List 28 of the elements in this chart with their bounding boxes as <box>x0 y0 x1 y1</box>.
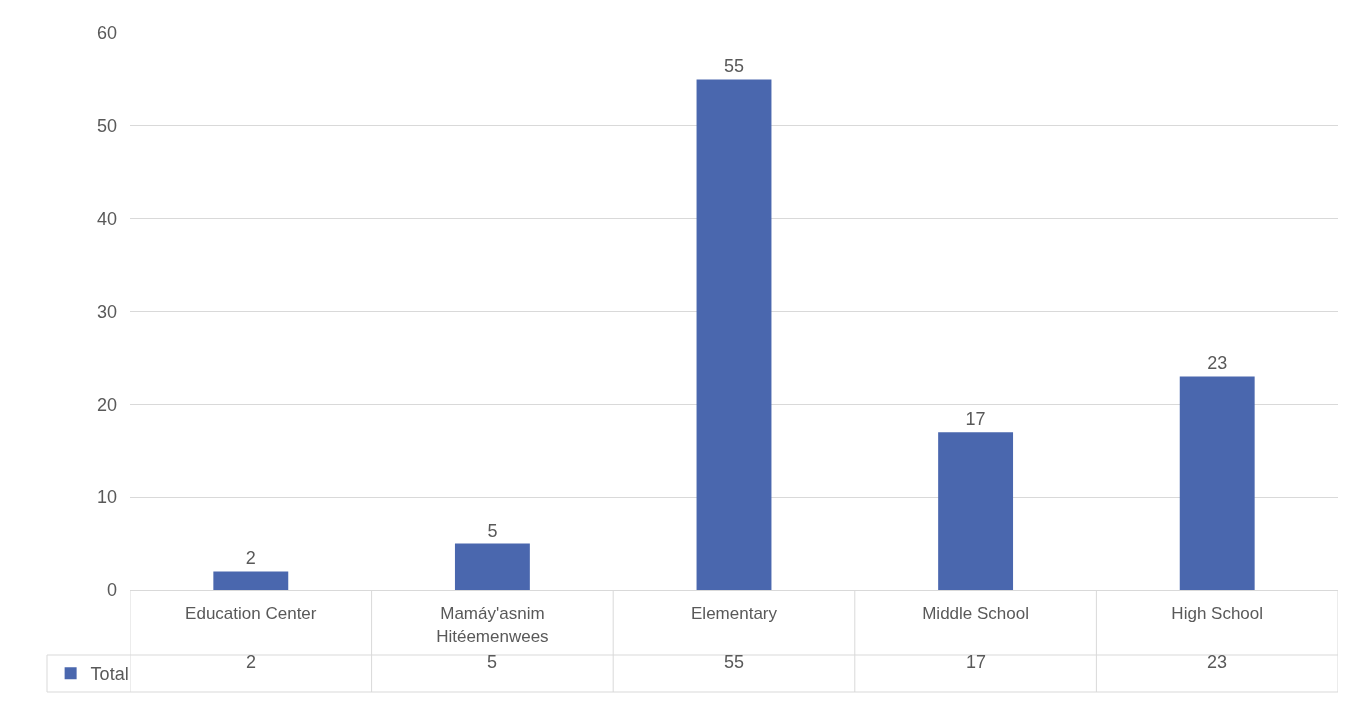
x-tick-label: Middle School <box>922 604 1029 624</box>
data-label: 5 <box>487 520 498 541</box>
legend-label: Total <box>90 664 129 685</box>
text: 23 <box>1207 652 1228 672</box>
x-tick-label: Elementary <box>691 604 778 624</box>
data-label: 2 <box>245 548 256 569</box>
x-tick-label: High School <box>1171 604 1264 624</box>
bar <box>696 79 772 590</box>
y-tick-label: 60 <box>96 23 117 44</box>
text: 17 <box>966 652 987 672</box>
y-tick-label: 50 <box>96 116 117 137</box>
data-label: 55 <box>723 56 745 77</box>
x-tick-label: Mamáy'asnim Hitéemenwees <box>436 604 549 646</box>
y-tick-label: 30 <box>96 301 117 322</box>
text: 2 <box>246 652 257 672</box>
text: 5 <box>487 652 498 672</box>
y-tick-label: 10 <box>96 487 117 508</box>
y-tick-label: 20 <box>96 394 117 415</box>
bar <box>938 432 1014 590</box>
x-tick-label: Education Center <box>185 604 317 624</box>
y-tick-label: 40 <box>96 208 117 229</box>
bar <box>454 543 530 590</box>
data-label: 23 <box>1207 353 1228 374</box>
bar <box>213 571 289 590</box>
text: 55 <box>724 652 745 672</box>
y-tick-label: 0 <box>106 580 117 601</box>
data-label: 17 <box>965 409 986 430</box>
bar <box>1179 376 1255 590</box>
